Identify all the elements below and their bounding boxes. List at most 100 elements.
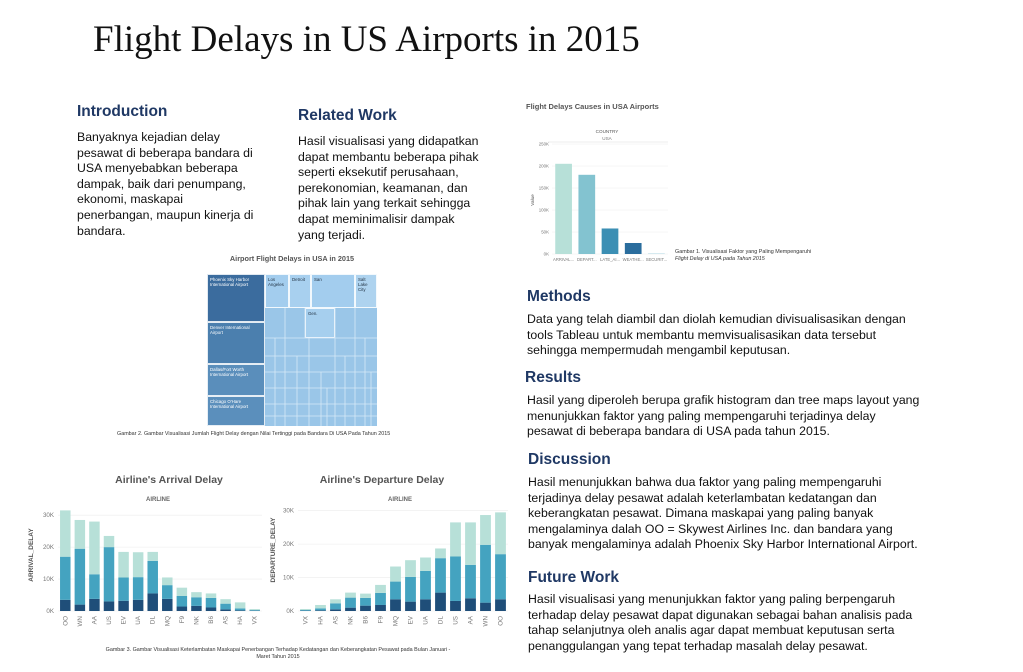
- x-tick: AA: [468, 615, 475, 624]
- stacked-bar-segment: [495, 554, 506, 600]
- stacked-bar-segment: [118, 577, 129, 601]
- x-tick: UA: [423, 615, 430, 625]
- stacked-bar-segment: [60, 556, 71, 600]
- treemap-label: Detroit: [292, 277, 305, 282]
- stacked-bar-segment: [420, 557, 431, 571]
- intro-line: Banyaknya kejadian delay: [77, 130, 220, 144]
- discussion-line: mengalaminya dalah OO = Skywest Airlines…: [528, 521, 893, 536]
- discussion-line: terjadinya delay pesawat adalah keterlam…: [528, 490, 877, 505]
- treemap-label: Phoenix Sky Harbor International Airport: [210, 277, 250, 287]
- stacked-bar-segment: [465, 522, 476, 565]
- treemap-cell-san: San: [311, 274, 355, 308]
- departure-chart-title: Airline's Departure Delay: [320, 474, 445, 486]
- figure-2-caption: Gambar 2. Gambar Visualisasi Jumlah Flig…: [117, 431, 391, 437]
- intro-line: penerbangan, maupun kinerja di: [77, 207, 254, 222]
- related-line: seperti eksekutif perusahaan,: [298, 165, 459, 180]
- x-tick: F9: [179, 616, 186, 624]
- stacked-bar-segment: [435, 548, 446, 559]
- treemap-grid: [265, 308, 377, 426]
- y-tick: 30K: [283, 508, 295, 515]
- causes-y-tick: 0K: [544, 252, 549, 257]
- stacked-bar-segment: [60, 510, 71, 557]
- causes-y-axis-label: Value: [530, 194, 535, 206]
- future-line: terhadap delay pesawat dapat digunakan s…: [528, 607, 913, 622]
- x-tick: F9: [378, 616, 385, 624]
- stacked-bar-segment: [480, 602, 491, 611]
- stacked-bar-segment: [480, 544, 491, 603]
- x-tick: AS: [223, 616, 230, 624]
- discussion-line: keberangkatan pesawat. Dimana maskapai y…: [528, 506, 874, 521]
- stacked-bar-segment: [176, 595, 188, 607]
- figure-3-caption: Gambar 3. Gambar Visualisasi Keterlambat…: [68, 647, 488, 661]
- arrival-chart-header: AIRLINE: [146, 497, 170, 503]
- stacked-bar-segment: [405, 601, 416, 611]
- causes-x-tick: ARRIVAL...: [553, 257, 574, 262]
- stacked-bar-segment: [249, 610, 260, 611]
- stacked-bar-segment: [420, 570, 431, 600]
- causes-y-tick: 250K: [539, 142, 549, 147]
- stacked-bar-segment: [220, 609, 231, 611]
- stacked-bar-segment: [234, 608, 246, 611]
- intro-line: dampak, baik dari penumpang,: [77, 176, 246, 191]
- treemap-title-wrap: Airport Flight Delays in USA in 2015: [207, 254, 377, 263]
- treemap-label: Salt Lake City: [358, 277, 368, 292]
- stacked-bar-segment: [191, 592, 202, 598]
- x-tick: VX: [252, 615, 259, 624]
- methods-text: Data yang telah diambil dan diolah kemud…: [527, 312, 1007, 359]
- stacked-bar-segment: [89, 574, 100, 599]
- stacked-bar-segment: [74, 519, 86, 549]
- figure-3-caption-line: Maret Tahun 2015: [256, 654, 300, 660]
- stacked-bar-segment: [118, 551, 129, 578]
- stacked-bar-segment: [60, 599, 71, 611]
- stacked-bar-segment: [330, 609, 341, 611]
- stacked-bar-segment: [205, 597, 217, 608]
- discussion-line: banyak mengalaminya adalah Phoenix Sky H…: [528, 537, 918, 552]
- treemap-label: Denver International Airport: [210, 325, 250, 335]
- x-tick: OO: [498, 616, 505, 626]
- y-tick: 20K: [43, 544, 55, 551]
- results-line: menunjukkan faktor yang paling mempengar…: [527, 408, 876, 423]
- stacked-bar-segment: [465, 598, 476, 611]
- stacked-bar-segment: [345, 607, 356, 611]
- stacked-bar-segment: [330, 599, 341, 604]
- causes-x-tick: LATE_AI...: [600, 257, 620, 262]
- x-tick: B6: [363, 616, 370, 624]
- x-tick: DL: [150, 616, 157, 625]
- related-line: pihak lain yang terkait sehingga: [298, 196, 471, 211]
- related-line: yang terjadi.: [298, 227, 365, 242]
- stacked-bar-segment: [176, 606, 188, 611]
- stacked-bar-segment: [249, 609, 260, 611]
- results-heading: Results: [525, 369, 581, 386]
- treemap-label: Los Angeles: [268, 277, 284, 287]
- stacked-bar-segment: [162, 598, 173, 611]
- causes-x-tick: WEATHE...: [623, 257, 644, 262]
- causes-bar: [648, 253, 665, 254]
- stacked-bar-segment: [147, 551, 158, 561]
- stacked-bar-segment: [315, 610, 326, 611]
- future-line: Hasil visualisasi yang menunjukkan fakto…: [528, 592, 896, 606]
- treemap-label: Dallas/Fort Worth International Airport: [210, 367, 249, 377]
- treemap-cell-denver: Denver International Airport: [207, 322, 265, 364]
- stacked-bar-segment: [74, 548, 86, 605]
- introduction-heading: Introduction: [77, 103, 168, 120]
- treemap-cell-chicago: Chicago O'Hare International Airport: [207, 396, 265, 426]
- x-tick: DL: [438, 616, 445, 625]
- arrival-chart-title: Airline's Arrival Delay: [115, 474, 223, 486]
- x-tick: B6: [208, 616, 215, 624]
- treemap-chart: Phoenix Sky Harbor International Airport…: [207, 274, 377, 426]
- stacked-bar-segment: [375, 584, 386, 593]
- stacked-bar-segment: [162, 585, 173, 599]
- stacked-bar-segment: [315, 608, 326, 611]
- causes-y-tick: 150K: [539, 186, 549, 191]
- causes-y-tick: 50K: [541, 230, 549, 235]
- stacked-bar-segment: [315, 604, 326, 609]
- y-tick: 0K: [286, 608, 294, 615]
- stacked-bar-segment: [103, 547, 115, 602]
- stacked-bar-segment: [450, 556, 461, 601]
- treemap-label: Chicago O'Hare International Airport: [210, 399, 249, 409]
- intro-line: ekonomi, maskapai: [77, 192, 183, 207]
- causes-bar: [555, 163, 572, 254]
- introduction-text: Banyaknya kejadian delay pesawat di bebe…: [77, 130, 277, 239]
- results-line: pesawat di beberapa bandara di USA pada …: [527, 424, 830, 439]
- causes-bar: [578, 174, 596, 254]
